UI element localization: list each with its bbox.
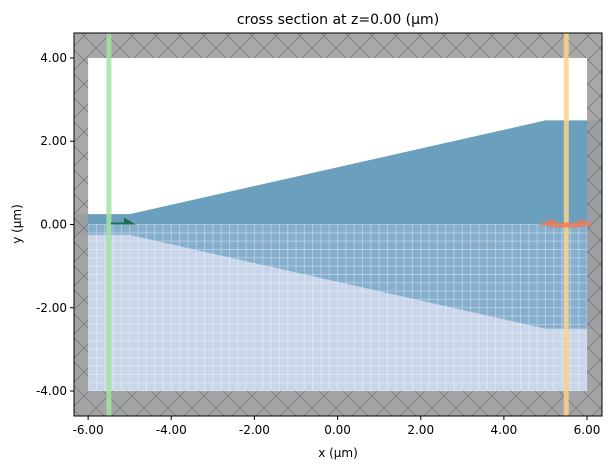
mesh-grid	[87, 224, 588, 392]
x-tick-label: 4.00	[491, 423, 518, 437]
pml-hatch	[88, 391, 588, 416]
pml-hatch	[587, 33, 602, 416]
x-tick-label: -4.00	[156, 423, 187, 437]
chart-title: cross section at z=0.00 (μm)	[237, 12, 439, 28]
x-axis-label: x (μm)	[318, 446, 358, 460]
taper-substrate-overlap	[74, 224, 602, 329]
y-tick-label: 0.00	[40, 218, 67, 232]
y-tick-label: 4.00	[40, 51, 67, 65]
x-tick-label: 0.00	[324, 423, 351, 437]
source-arrow	[110, 217, 136, 225]
y-axis-label: y (μm)	[10, 204, 24, 244]
mode-direction-arrow	[538, 218, 595, 228]
x-tick-label: -2.00	[239, 423, 270, 437]
monitor-plane	[106, 33, 112, 416]
x-tick-label: 2.00	[407, 423, 434, 437]
y-tick-label: 2.00	[40, 134, 67, 148]
y-tick-label: -4.00	[36, 384, 67, 398]
pml-hatch	[88, 33, 588, 58]
x-tick-label: -6.00	[73, 423, 104, 437]
y-tick-label: -2.00	[36, 301, 67, 315]
pml-hatch	[74, 33, 89, 416]
x-tick-label: 6.00	[574, 423, 601, 437]
